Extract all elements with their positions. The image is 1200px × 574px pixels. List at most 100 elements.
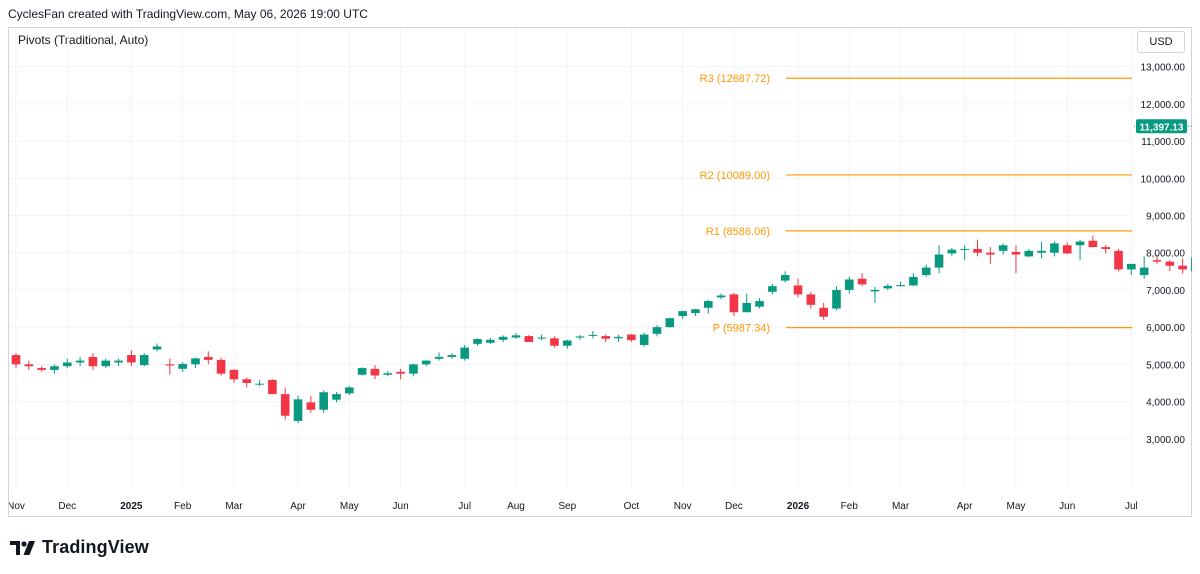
candle xyxy=(306,395,316,413)
last-price-label: 11,397.13 xyxy=(1140,122,1184,133)
candle-body xyxy=(345,387,354,394)
candle xyxy=(473,338,482,346)
candle-body xyxy=(498,336,508,340)
candle-body xyxy=(152,346,162,350)
candle xyxy=(691,308,700,316)
candle-body xyxy=(75,360,85,363)
candle xyxy=(409,363,418,377)
pivot-label-r3: R3 (12687.72) xyxy=(700,73,770,85)
candle-body xyxy=(588,334,598,336)
chart-attribution: CyclesFan created with TradingView.com, … xyxy=(8,7,368,21)
candle xyxy=(537,334,546,341)
candle-body xyxy=(960,248,969,250)
footer: TradingView xyxy=(10,537,149,558)
candle-body xyxy=(511,335,521,338)
price-tick-label: 3,000.00 xyxy=(1146,435,1185,446)
candle-body xyxy=(178,363,187,369)
candle-body xyxy=(562,340,572,346)
candle xyxy=(806,291,816,309)
candle-body xyxy=(909,276,918,286)
candle xyxy=(665,317,675,328)
candle xyxy=(780,271,790,283)
candle xyxy=(345,385,354,395)
candle-body xyxy=(216,359,226,374)
candle-body xyxy=(101,360,111,367)
candle-body xyxy=(383,373,393,375)
candle-body xyxy=(716,295,726,298)
candle xyxy=(242,377,252,388)
candle xyxy=(139,353,149,367)
candle-body xyxy=(280,394,290,416)
time-tick-label: Oct xyxy=(624,501,640,512)
candle xyxy=(1114,248,1123,272)
pivot-label-r1: R1 (8586.06) xyxy=(706,226,770,238)
candle xyxy=(178,362,187,372)
candle-body xyxy=(229,369,239,380)
candle-body xyxy=(793,285,803,295)
candle-body xyxy=(729,294,739,313)
candle-body xyxy=(652,327,662,334)
candle xyxy=(332,391,341,403)
price-tick-label: 5,000.00 xyxy=(1146,360,1185,371)
candle-body xyxy=(973,248,982,253)
candle-body xyxy=(1127,263,1136,270)
currency-button[interactable]: USD xyxy=(1137,31,1185,53)
candle xyxy=(832,286,841,311)
candle-body xyxy=(537,337,546,339)
candle xyxy=(1178,258,1187,274)
candle xyxy=(986,247,995,264)
candle-body xyxy=(88,356,98,367)
candle xyxy=(280,387,290,420)
price-tick-label: 9,000.00 xyxy=(1146,211,1185,222)
candle-body xyxy=(396,371,405,374)
price-chart[interactable]: R3 (12687.72) R2 (10089.00) R1 (8586.06) P … xyxy=(9,28,1192,517)
candle xyxy=(1165,260,1175,272)
candle xyxy=(678,310,687,319)
candle-body xyxy=(550,338,559,346)
candle-body xyxy=(691,309,700,313)
candle xyxy=(614,334,623,343)
candle-body xyxy=(62,362,72,367)
candle-body xyxy=(1024,250,1034,257)
candle-body xyxy=(524,336,534,343)
candle-body xyxy=(1191,257,1192,272)
candle xyxy=(511,333,521,340)
candle-body xyxy=(486,339,495,343)
candle xyxy=(550,336,559,348)
candle-body xyxy=(1011,251,1021,255)
candle-body xyxy=(319,392,328,410)
price-tick-label: 8,000.00 xyxy=(1146,249,1185,260)
candle-body xyxy=(268,379,277,395)
candle-body xyxy=(447,355,457,357)
candle-body xyxy=(242,379,252,383)
candle-body xyxy=(204,356,213,360)
price-axis: 3,000.00 4,000.00 5,000.00 6,000.00 7,000.00… xyxy=(1141,63,1186,446)
candle-body xyxy=(1088,240,1098,248)
candle-body xyxy=(1101,247,1110,249)
candle xyxy=(1191,257,1192,272)
candle xyxy=(1088,235,1098,248)
candle-body xyxy=(24,364,34,367)
time-axis: Nov Dec 2025 Feb Mar Apr May Jun Jul Aug Sep Oct Nov… xyxy=(9,501,1138,512)
candle xyxy=(114,358,123,367)
candle-body xyxy=(1114,250,1123,270)
candle xyxy=(575,334,585,340)
candle-body xyxy=(460,347,469,359)
candle xyxy=(934,245,944,274)
indicator-label[interactable]: Pivots (Traditional, Auto) xyxy=(18,33,149,47)
candle xyxy=(88,353,98,370)
candle xyxy=(1152,254,1162,264)
candle-body xyxy=(639,334,649,345)
time-tick-label: Jul xyxy=(458,501,471,512)
brand-name: TradingView xyxy=(42,537,149,557)
candle-body xyxy=(832,289,841,309)
candle xyxy=(1062,242,1072,255)
candle xyxy=(729,292,739,316)
candle-body xyxy=(255,383,264,385)
time-tick-label: Nov xyxy=(9,501,25,512)
candle xyxy=(357,367,367,376)
candle xyxy=(460,344,469,361)
time-tick-label: Apr xyxy=(290,501,306,512)
candle xyxy=(883,283,893,290)
candle-body xyxy=(678,311,687,316)
